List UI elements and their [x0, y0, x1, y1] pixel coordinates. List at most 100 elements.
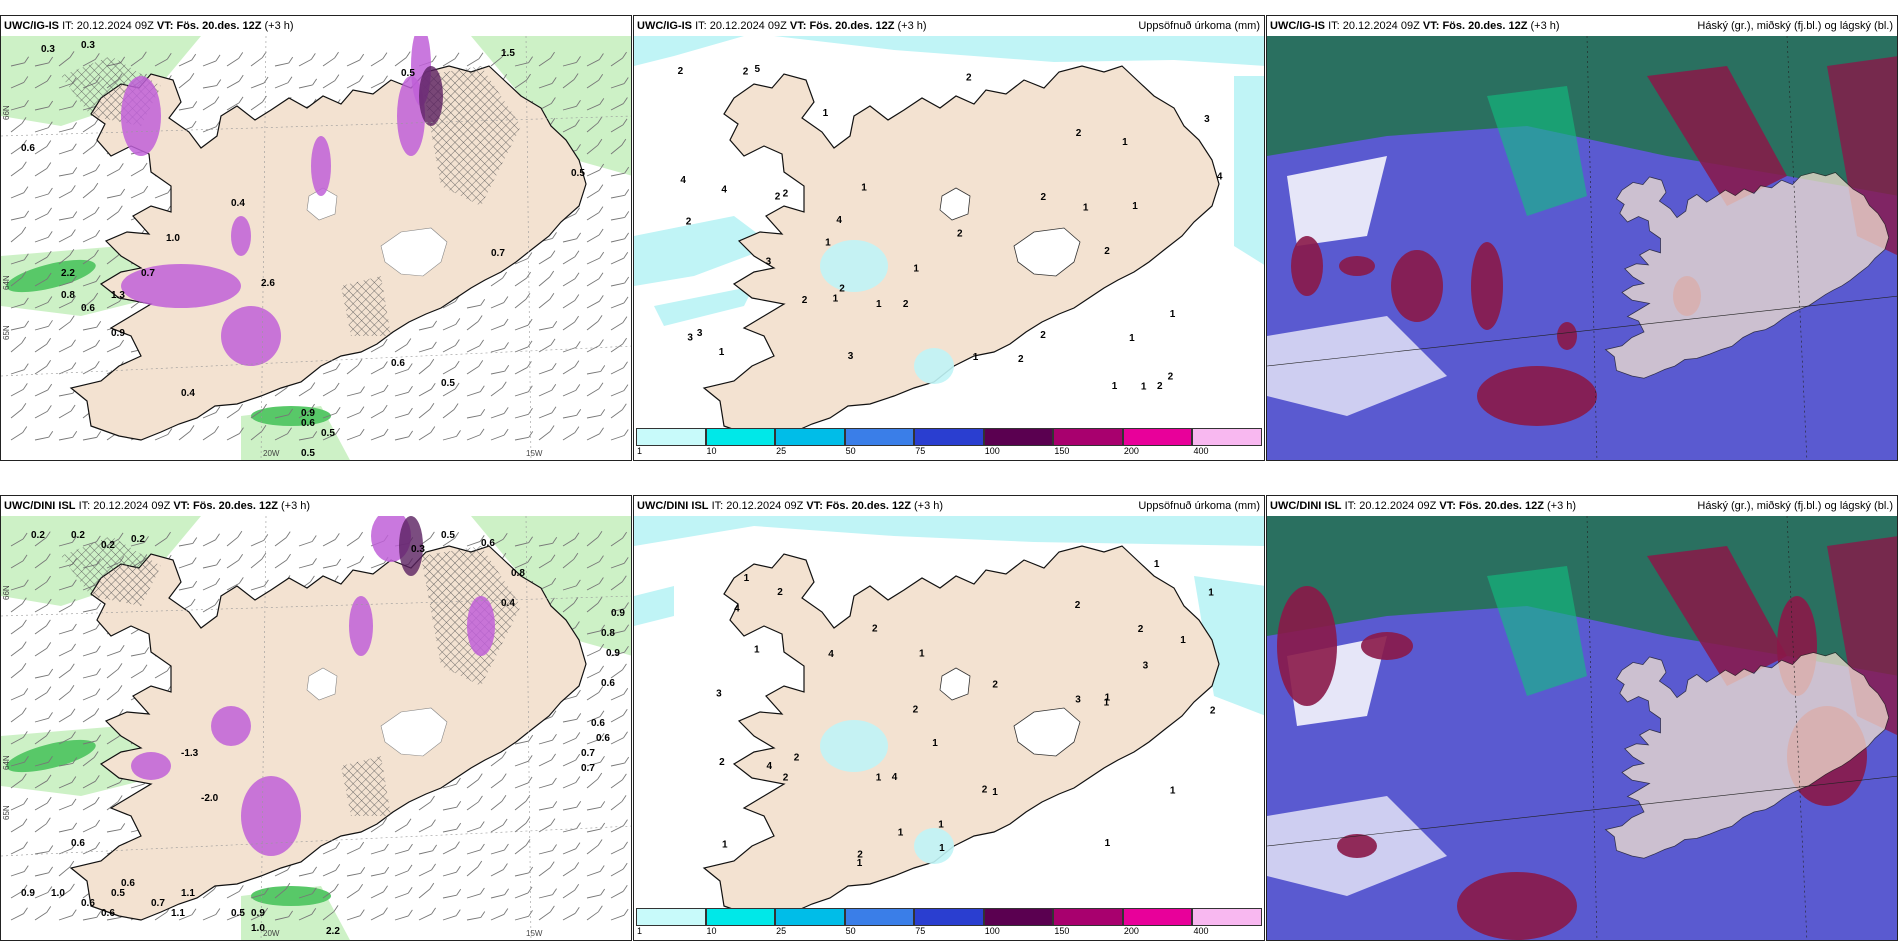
precip-value-label: 2: [992, 680, 998, 691]
wind-barb: [514, 361, 532, 375]
wind-barb: [34, 405, 52, 419]
wind-barb: [514, 866, 534, 877]
wind-barb: [394, 843, 413, 855]
wind-barb: [58, 708, 76, 723]
mid-cloud-area: [1277, 586, 1337, 706]
colorbar-tick-label: 150: [1054, 926, 1070, 936]
mid-cloud-area: [1827, 56, 1897, 256]
colorbar-segment: [705, 908, 776, 926]
precip-value-label: 2: [982, 784, 988, 795]
wind-barb: [34, 231, 53, 243]
wind-barb: [466, 428, 485, 441]
wind-barb: [322, 51, 339, 67]
precip-cell: [121, 76, 161, 156]
wind-barb: [586, 665, 604, 679]
wind-barb: [394, 909, 413, 921]
wind-barb: [562, 426, 580, 441]
wind-barb: [538, 321, 558, 331]
precip-value-label: 2: [1075, 600, 1081, 611]
wind-barb: [178, 908, 197, 921]
precip-value-label: 1: [823, 108, 829, 119]
wind-barb: [586, 163, 605, 177]
wind-barb: [466, 773, 483, 789]
precip-cell: [349, 596, 373, 656]
colorbar-tick-label: 10: [706, 446, 717, 456]
wind-barb: [562, 732, 581, 745]
precip-value-label: 2: [1018, 354, 1024, 365]
wind-barb: [82, 841, 101, 855]
iceland-landmass: [702, 65, 1220, 441]
wind-barb: [10, 210, 30, 221]
wind-barb: [58, 536, 77, 547]
wind-barb: [58, 623, 77, 635]
wind-barb: [10, 865, 29, 877]
wind-barb: [418, 907, 436, 921]
wind-barb: [610, 97, 628, 111]
wind-field-area: [6, 259, 96, 293]
lon-gridline: [260, 36, 267, 460]
colorbar-tick-label: 10: [706, 926, 717, 936]
colorbar-segment: [636, 908, 706, 926]
wind-value-label: 0.9: [606, 648, 620, 659]
wind-barb: [10, 755, 29, 767]
wind-barb: [298, 558, 317, 569]
wind-barb: [514, 556, 533, 569]
wind-barb: [34, 686, 52, 701]
mid-cloud-area: [1291, 236, 1323, 296]
wind-barb: [226, 885, 244, 899]
wind-barb: [442, 430, 461, 441]
wind-barb: [58, 404, 76, 419]
colorbar-tick-label: 25: [776, 926, 787, 936]
precip-value-label: 1: [1129, 333, 1135, 344]
iceland-landmass: [1604, 172, 1890, 379]
precip-area: [1234, 76, 1264, 265]
wind-barb: [418, 426, 436, 441]
precip-value-label: 1: [1132, 201, 1138, 212]
vt-label: VT:: [789, 20, 807, 32]
precip-value-label: 3: [766, 256, 772, 267]
precip-value-label: 3: [1204, 114, 1210, 125]
wind-barb: [106, 823, 126, 833]
wind-barb: [394, 887, 413, 899]
colorbar-segment: [1192, 428, 1262, 446]
cloud-map[interactable]: [1267, 516, 1897, 940]
wind-barb: [442, 909, 461, 921]
wind-barb: [130, 51, 147, 67]
colorbar-segment: [1122, 428, 1193, 446]
wind-barb: [442, 403, 459, 419]
wind-barb: [10, 56, 29, 67]
clear-area: [1287, 156, 1387, 246]
wind-barb: [370, 885, 388, 899]
iceland-outline: [1604, 172, 1890, 379]
wind-barb: [610, 296, 629, 309]
wind-value-label: 0.5: [111, 888, 125, 899]
wind-barb: [370, 52, 388, 67]
wind-map[interactable]: 20W 15W 66N 64N 65N 0.2 0.2 0.2 0.2 0.5 0.3 0.6 0.8 0…: [1, 516, 631, 940]
wind-barb: [394, 818, 412, 833]
wind-barb: [10, 731, 28, 745]
wind-barb: [490, 428, 509, 441]
cloud-map[interactable]: [1267, 36, 1897, 460]
wind-map[interactable]: 20W 15W 66N 64N 65N 0.3 0.3 0.6 0.4 0.5 1.0 0.7 2.2 0…: [1, 36, 631, 460]
wind-barb: [490, 908, 509, 921]
glacier: [1013, 707, 1081, 757]
wind-value-label: 2.2: [61, 268, 75, 279]
wind-barb: [10, 884, 28, 899]
precip-value-label: 1: [861, 183, 867, 194]
colorbar-tick-label: 100: [984, 926, 1000, 936]
precip-value-label: 2: [913, 705, 919, 716]
wind-barb: [466, 360, 484, 375]
colorbar-tick-label: 400: [1193, 926, 1209, 936]
wind-barb: [586, 865, 605, 877]
wind-barb: [82, 229, 101, 243]
wind-barb: [82, 164, 101, 177]
wind-barb: [586, 801, 606, 811]
wind-barb: [82, 688, 101, 701]
precip-value-label: 1: [719, 347, 725, 358]
wind-barb: [322, 74, 340, 89]
wind-barb: [514, 271, 531, 287]
precip-value-label: 1: [913, 264, 919, 275]
wind-barb: [106, 339, 124, 353]
